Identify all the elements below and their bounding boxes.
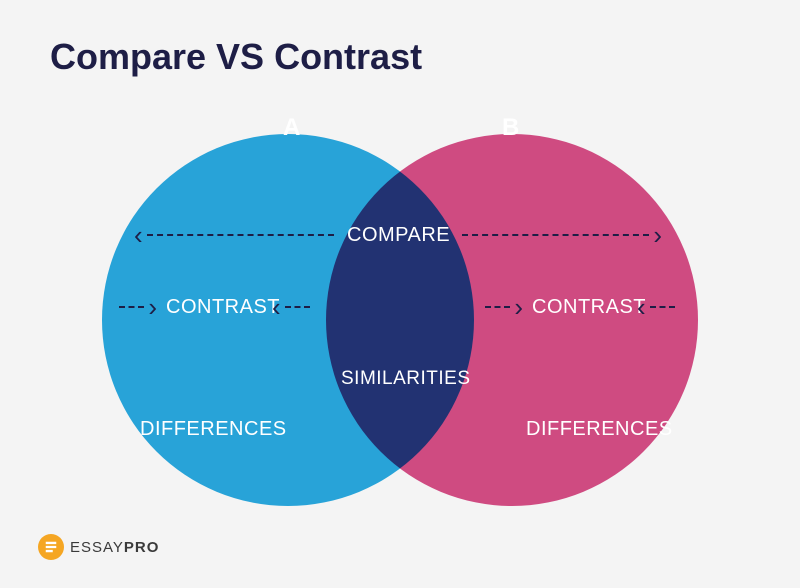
dashed-arrow: ‹ [272, 295, 310, 319]
diagram-canvas: Compare VS Contrast A B COMPARE CONTRAST… [0, 0, 800, 588]
dashed-arrow: › [462, 223, 662, 247]
contrast-right-label: CONTRAST [532, 296, 646, 319]
circle-b-label: B [502, 114, 520, 142]
arrow-dash-line [147, 234, 334, 236]
arrow-cap-icon: ‹ [272, 294, 281, 320]
diagram-title: Compare VS Contrast [50, 36, 422, 78]
logo-text: ESSAYPRO [70, 539, 159, 556]
differences-left-label: DIFFERENCES [140, 418, 287, 441]
arrow-cap-icon: ‹ [637, 294, 646, 320]
arrow-dash-line [650, 306, 675, 308]
arrow-dash-line [462, 234, 649, 236]
arrow-dash-line [285, 306, 310, 308]
brand-logo: ESSAYPRO [38, 534, 159, 560]
dashed-arrow: › [119, 295, 157, 319]
dashed-arrow: › [485, 295, 523, 319]
arrow-dash-line [485, 306, 510, 308]
arrow-cap-icon: › [514, 294, 523, 320]
arrow-dash-line [119, 306, 144, 308]
dashed-arrow: ‹ [134, 223, 334, 247]
arrow-cap-icon: › [148, 294, 157, 320]
logo-icon [38, 534, 64, 560]
similarities-label: SIMILARITIES [341, 368, 471, 390]
contrast-left-label: CONTRAST [166, 296, 280, 319]
compare-label: COMPARE [347, 224, 450, 247]
dashed-arrow: ‹ [637, 295, 675, 319]
arrow-cap-icon: › [653, 222, 662, 248]
circle-a-label: A [283, 114, 301, 142]
differences-right-label: DIFFERENCES [526, 418, 673, 441]
arrow-cap-icon: ‹ [134, 222, 143, 248]
